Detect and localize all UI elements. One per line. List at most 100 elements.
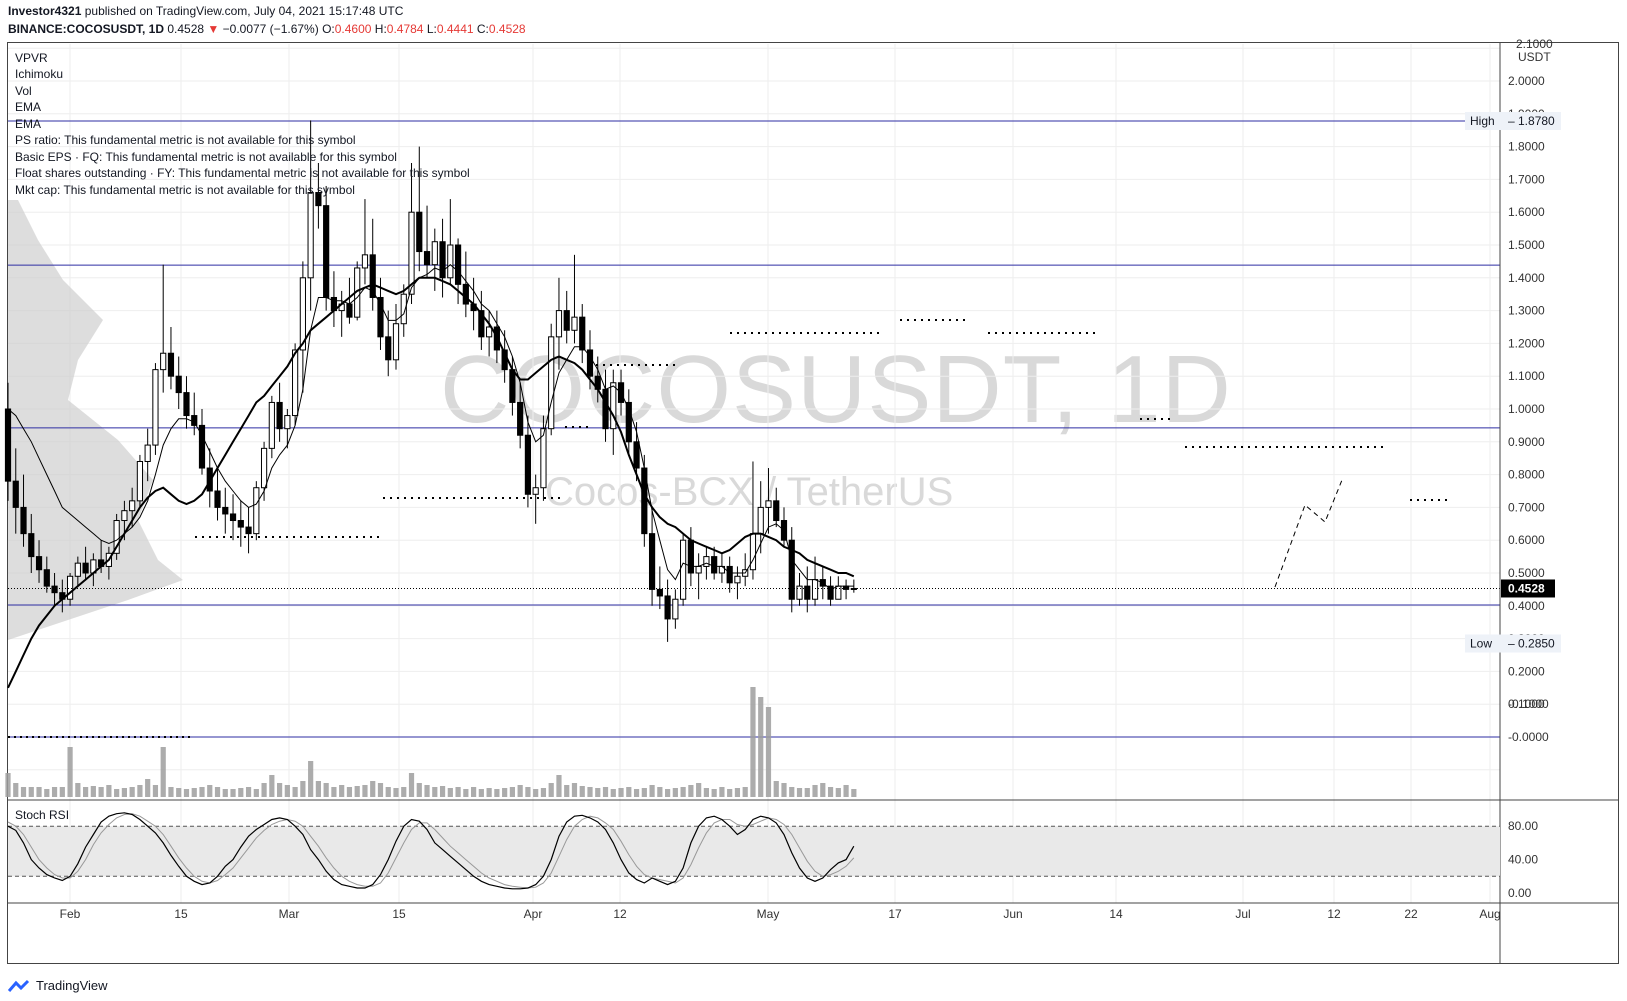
candle[interactable] <box>253 487 260 535</box>
candle[interactable] <box>245 526 252 535</box>
candle[interactable] <box>12 480 19 508</box>
candle[interactable] <box>842 585 850 590</box>
candle[interactable] <box>214 490 221 508</box>
candle[interactable] <box>579 316 586 351</box>
candle[interactable] <box>416 211 423 253</box>
candle[interactable] <box>121 510 128 522</box>
candle[interactable] <box>726 565 733 584</box>
candle[interactable] <box>524 434 532 495</box>
candle[interactable] <box>152 369 159 446</box>
indicator-label[interactable]: Mkt cap: This fundamental metric is not … <box>15 183 355 197</box>
candle[interactable] <box>749 533 757 571</box>
indicator-label[interactable]: Ichimoku <box>15 67 64 81</box>
candle[interactable] <box>734 575 741 584</box>
candle[interactable] <box>711 556 718 574</box>
candle[interactable] <box>454 244 462 285</box>
projection-line[interactable] <box>1274 479 1343 588</box>
candle[interactable] <box>4 408 12 482</box>
candle[interactable] <box>850 587 857 590</box>
candle[interactable] <box>74 562 81 577</box>
stoch-rsi-label[interactable]: Stoch RSI <box>15 808 70 822</box>
candle[interactable] <box>369 254 376 298</box>
candle[interactable] <box>66 575 74 600</box>
candle[interactable] <box>765 500 772 508</box>
candle[interactable] <box>392 323 400 361</box>
candle[interactable] <box>136 460 144 502</box>
candle[interactable] <box>447 244 454 279</box>
candle[interactable] <box>788 539 795 600</box>
candle[interactable] <box>486 326 493 338</box>
candle[interactable] <box>773 500 780 522</box>
candle[interactable] <box>43 569 50 587</box>
stoch-rsi-d-line[interactable] <box>7 813 855 889</box>
candle[interactable] <box>299 277 306 351</box>
candle[interactable] <box>796 585 803 600</box>
candle[interactable] <box>811 579 819 600</box>
candle[interactable] <box>198 424 206 469</box>
candle[interactable] <box>276 401 283 430</box>
candle[interactable] <box>315 192 322 207</box>
candle[interactable] <box>633 441 640 469</box>
candle[interactable] <box>144 444 151 462</box>
candle[interactable] <box>268 401 275 449</box>
candle[interactable] <box>462 283 469 305</box>
candle[interactable] <box>229 513 237 522</box>
candle[interactable] <box>509 369 516 403</box>
author-name[interactable]: Investor4321 <box>8 4 82 18</box>
indicator-label[interactable]: EMA <box>15 100 42 114</box>
candle[interactable] <box>260 447 268 489</box>
candle[interactable] <box>408 211 415 295</box>
candle[interactable] <box>827 585 834 600</box>
candle[interactable] <box>672 598 679 620</box>
candle[interactable] <box>757 506 764 535</box>
candle[interactable] <box>346 303 353 318</box>
candle[interactable] <box>175 375 182 394</box>
candle[interactable] <box>28 533 35 558</box>
candle[interactable] <box>222 506 229 515</box>
footer-brand[interactable]: TradingView <box>8 978 108 993</box>
stoch-rsi-k-line[interactable] <box>7 812 855 890</box>
candle[interactable] <box>687 539 694 574</box>
candle[interactable] <box>563 310 570 331</box>
candle[interactable] <box>129 500 136 512</box>
candle[interactable] <box>540 428 547 489</box>
candle[interactable] <box>703 556 710 567</box>
candle[interactable] <box>586 349 594 377</box>
candle[interactable] <box>307 192 314 279</box>
candle[interactable] <box>664 595 671 620</box>
indicator-label[interactable]: VPVR <box>15 51 48 65</box>
candle[interactable] <box>51 585 58 594</box>
candle[interactable] <box>183 392 190 417</box>
candle[interactable] <box>571 316 578 331</box>
candle[interactable] <box>292 349 299 417</box>
candle[interactable] <box>284 415 291 430</box>
candle[interactable] <box>656 588 663 597</box>
candle[interactable] <box>377 296 384 338</box>
candle[interactable] <box>478 310 485 338</box>
candle[interactable] <box>160 352 167 371</box>
candle[interactable] <box>602 388 609 430</box>
candle[interactable] <box>648 533 656 590</box>
candle[interactable] <box>555 310 563 338</box>
candle[interactable] <box>323 205 330 298</box>
candle[interactable] <box>625 401 632 443</box>
candle[interactable] <box>237 520 244 528</box>
candle[interactable] <box>423 251 431 266</box>
ema-line[interactable] <box>7 276 855 689</box>
candle[interactable] <box>517 401 524 436</box>
candle[interactable] <box>385 336 392 361</box>
candle[interactable] <box>680 539 687 600</box>
candle[interactable] <box>400 293 407 325</box>
indicator-label[interactable]: Basic EPS · FQ: This fundamental metric … <box>15 150 397 164</box>
candle[interactable] <box>532 487 539 495</box>
indicator-label[interactable]: EMA <box>15 117 42 131</box>
candle[interactable] <box>82 562 89 574</box>
indicator-label[interactable]: Float shares outstanding · FY: This fund… <box>15 166 470 180</box>
candle[interactable] <box>431 241 438 266</box>
candle[interactable] <box>167 352 175 377</box>
candle[interactable] <box>191 415 198 426</box>
chart-frame[interactable] <box>7 42 1619 964</box>
indicator-label[interactable]: PS ratio: This fundamental metric is not… <box>15 133 356 147</box>
candle[interactable] <box>610 382 617 430</box>
